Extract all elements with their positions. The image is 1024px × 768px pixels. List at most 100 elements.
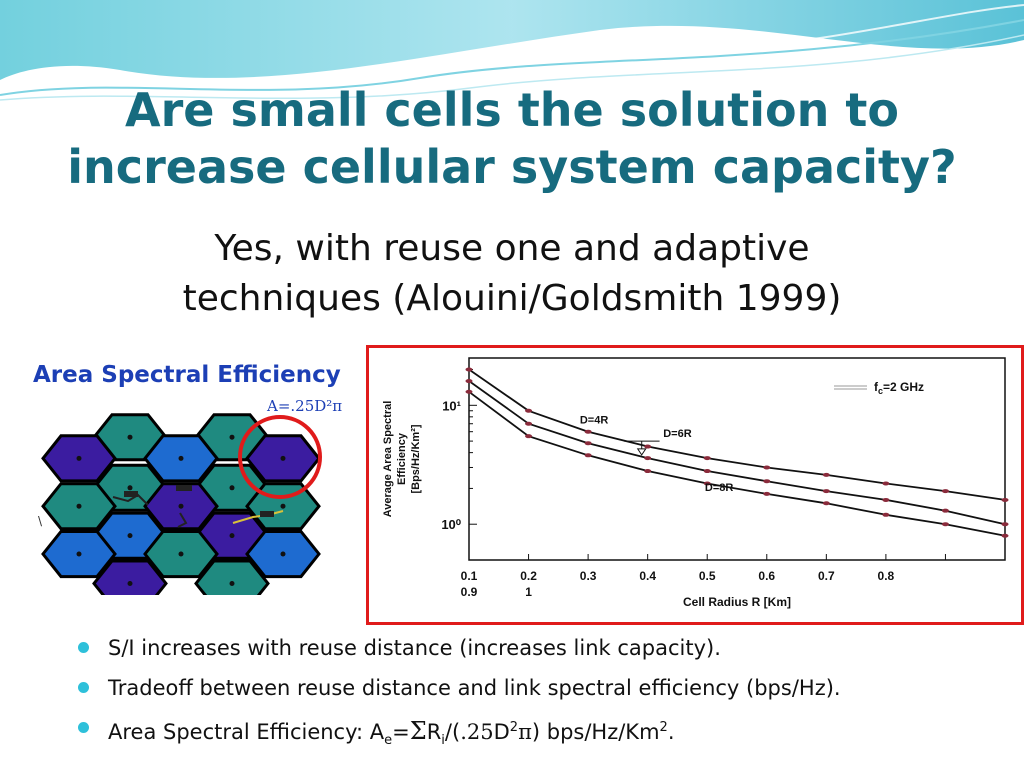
subtitle-line-2: techniques (Alouini/Goldsmith 1999) [182, 278, 842, 319]
data-point [465, 379, 473, 384]
chart-series-markers [465, 367, 1009, 538]
area-spectral-efficiency-label: Area Spectral Efficiency [33, 362, 341, 388]
x-tick-label: 0.4 [639, 569, 656, 583]
formula-equals: = [392, 720, 410, 744]
sigma-symbol: Σ [409, 717, 427, 745]
x-tick-label: 0.2 [520, 569, 537, 583]
base-station-dot [229, 485, 235, 491]
y-tick-label: 10¹ [442, 398, 461, 413]
formula-prefix: Area Spectral Efficiency: A [108, 720, 385, 744]
area-spectral-efficiency-chart: 0.1 0.2 0.3 0.4 0.5 0.6 0.7 0.8 0.9 1 10¹ 10⁰ Cell R… [382, 357, 1009, 609]
data-point [584, 441, 592, 446]
mobile-users [112, 485, 284, 528]
plot-area [468, 357, 1006, 561]
formula-sub-i: i [441, 733, 445, 749]
base-station-dot [127, 434, 133, 440]
chart-text: 0.1 0.2 0.3 0.4 0.5 0.6 0.7 0.8 0.9 1 10¹ 10⁰ Cell R… [382, 380, 924, 609]
formula-sup-2: 2 [509, 720, 519, 735]
formula-sup-km: 2 [659, 720, 668, 735]
chart-series-lines [468, 368, 1006, 537]
title-line-1: Are small cells the solution to [125, 83, 899, 137]
annotation-label: D=8R [705, 482, 733, 494]
y-axis-label: [Bps/Hz/Km²] [410, 424, 422, 493]
bullet-dot-icon [78, 642, 89, 653]
y-axis-label: Average Area Spectral [382, 401, 394, 518]
header-wave-decoration [0, 0, 1024, 101]
bullet-dot-icon [78, 682, 89, 693]
base-station-dot [178, 503, 184, 509]
series-line [468, 380, 1006, 526]
data-point [763, 479, 771, 484]
hex-cell [92, 559, 168, 595]
base-station-dot [229, 581, 235, 586]
bullet-text: S/I increases with reuse distance (incre… [108, 636, 721, 660]
x-tick-label-row2: 0.9 [461, 585, 478, 599]
annotation-arrow-icon [636, 448, 647, 456]
formula-coef: .25 [460, 720, 494, 744]
base-station-dot [178, 551, 184, 557]
data-point [703, 481, 711, 486]
series-line [468, 391, 1006, 537]
data-point [644, 456, 652, 461]
y-tick-label: 10⁰ [441, 517, 461, 532]
data-point [703, 469, 711, 474]
base-station-dot [127, 581, 133, 586]
pi-symbol: π [518, 720, 532, 744]
cell-area-formula: A=.25D²π [267, 397, 343, 415]
data-point [1001, 497, 1009, 502]
x-tick-label: 0.5 [699, 569, 716, 583]
slide-title: Are small cells the solution to increase… [0, 82, 1024, 196]
hex-grid [41, 413, 321, 595]
data-point [525, 421, 533, 426]
base-station-dot [76, 551, 82, 557]
formula-sub-e: e [384, 733, 393, 749]
x-tick-label: 0.7 [818, 569, 835, 583]
annotation-label: D=6R [663, 428, 691, 440]
base-station-dot [280, 455, 286, 461]
data-point [822, 472, 830, 477]
data-point [763, 465, 771, 470]
base-station-dot [76, 503, 82, 509]
slide-subtitle: Yes, with reuse one and adaptive techniq… [0, 224, 1024, 324]
hexagon-cell-diagram: \ [38, 413, 322, 595]
data-point [882, 481, 890, 486]
data-point [525, 434, 533, 439]
bullet-text: Tradeoff between reuse distance and link… [108, 676, 841, 700]
base-station-dot [127, 533, 133, 539]
data-point [525, 408, 533, 413]
x-tick-label: 0.6 [758, 569, 775, 583]
x-tick-label: 0.8 [878, 569, 895, 583]
subtitle-line-1: Yes, with reuse one and adaptive [214, 228, 810, 269]
formula-r: R [426, 720, 442, 744]
data-point [941, 522, 949, 527]
data-point [584, 429, 592, 434]
data-point [941, 489, 949, 494]
base-station-dot [280, 503, 286, 509]
formula-d: D [493, 720, 510, 744]
legend-label: fc=2 GHz [874, 380, 924, 396]
data-point [822, 489, 830, 494]
annotation-label: D=4R [580, 415, 608, 427]
bullet-item: Tradeoff between reuse distance and link… [78, 668, 1008, 708]
data-point [1001, 533, 1009, 538]
base-station-dot [76, 455, 82, 461]
bullet-dot-icon [78, 722, 89, 733]
data-point [882, 512, 890, 517]
base-station-dot [280, 551, 286, 557]
formula-end: . [667, 720, 675, 744]
base-station-dot [229, 434, 235, 440]
data-point [703, 456, 711, 461]
title-line-2: increase cellular system capacity? [67, 140, 957, 194]
bullet-item: Area Spectral Efficiency: Ae=ΣRi/(.25D2π… [78, 708, 1008, 748]
series-line [468, 368, 1006, 501]
formula-units: ) bps/Hz/Km [531, 720, 660, 744]
data-point [763, 491, 771, 496]
formula-paren: /( [444, 720, 461, 744]
x-tick-label: 0.1 [461, 569, 478, 583]
bullet-text-formula: Area Spectral Efficiency: Ae=ΣRi/(.25D2π… [108, 717, 675, 748]
chart-frame: 0.1 0.2 0.3 0.4 0.5 0.6 0.7 0.8 0.9 1 10¹ 10⁰ Cell R… [366, 345, 1024, 625]
hex-cell [194, 559, 270, 595]
x-tick-label: 0.3 [580, 569, 597, 583]
svg-text:\: \ [38, 514, 43, 528]
data-point [584, 453, 592, 458]
